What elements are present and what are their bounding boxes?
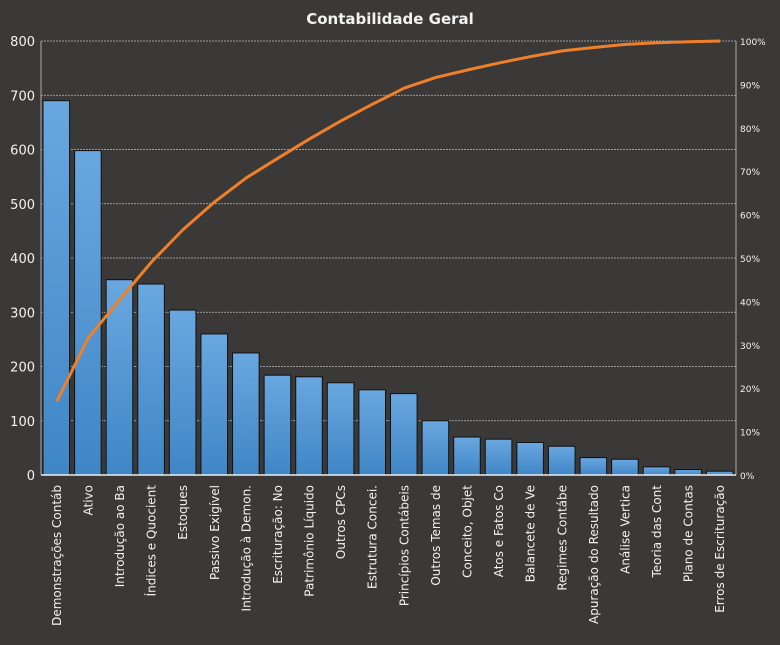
y2-tick-label: 0% (740, 472, 755, 482)
y2-tick-label: 40% (740, 298, 760, 308)
x-tick-label: Conceito, Objet (460, 485, 474, 578)
bar (547, 445, 576, 476)
y-tick-label: 400 (10, 252, 35, 267)
x-tick-label: Balancete de Ve (524, 485, 538, 582)
x-tick-label: Outros CPCs (334, 485, 348, 559)
y-tick-label: 800 (10, 35, 35, 50)
bar (200, 333, 229, 476)
bar (579, 457, 608, 476)
bar (295, 376, 323, 476)
x-tick-label: Introdução ao Ba (113, 485, 127, 587)
bar (42, 100, 71, 476)
bar (137, 283, 165, 476)
y2-tick-label: 90% (740, 81, 760, 91)
bar (674, 469, 702, 476)
y-tick-label: 300 (10, 306, 35, 321)
y2-tick-label: 60% (740, 212, 760, 222)
bar (105, 279, 134, 476)
x-tick-label: Estoques (176, 485, 190, 540)
bar (232, 352, 260, 476)
x-tick-label: Outros Temas de (429, 485, 443, 586)
y-tick-label: 500 (10, 198, 35, 213)
y-tick-label: 700 (10, 89, 35, 104)
bar (611, 458, 639, 476)
x-tick-label: Princípios Contábeis (397, 485, 411, 606)
chart-title: Contabilidade Geral (306, 10, 474, 28)
x-tick-label: Ativo (81, 485, 95, 515)
y2-tick-label: 70% (740, 168, 760, 178)
bar (358, 389, 386, 476)
y-tick-label: 0 (27, 469, 35, 484)
bar (168, 309, 197, 476)
bar (74, 150, 102, 476)
y-tick-label: 200 (10, 361, 35, 376)
x-tick-label: Atos e Fatos Co (492, 485, 506, 577)
x-tick-label: Apuração do Resultado (587, 485, 601, 624)
y2-tick-label: 20% (740, 385, 760, 395)
y2-tick-label: 50% (740, 255, 760, 265)
bar (453, 436, 481, 476)
x-tick-label: Demonstrações Contáb (50, 485, 64, 626)
x-tick-label: Introdução à Demon. (239, 485, 253, 611)
bar (484, 438, 513, 476)
bar (390, 393, 418, 476)
y2-tick-label: 10% (740, 429, 760, 439)
x-tick-label: Teoria das Cont (650, 485, 664, 579)
y-tick-label: 100 (10, 415, 35, 430)
x-tick-label: Estrutura Concei. (366, 485, 380, 589)
x-tick-label: Erros de Escrituração (713, 485, 727, 613)
y2-tick-label: 80% (740, 125, 760, 135)
x-tick-label: Índices e Quocient (144, 485, 159, 597)
bar (421, 420, 450, 476)
bar (326, 382, 355, 476)
x-tick-label: Análise Vertica (618, 485, 632, 574)
x-tick-label: Passivo Exigível (208, 485, 222, 580)
bar (642, 466, 671, 476)
x-tick-label: Patrimônio Líquido (303, 485, 317, 597)
bar (516, 441, 544, 476)
cumulative-line (55, 39, 721, 403)
x-tick-label: Escrituração: No (271, 485, 285, 584)
x-tick-label: Plano de Contas (682, 485, 696, 582)
y2-tick-label: 100% (740, 38, 766, 48)
bar (263, 374, 292, 476)
x-tick-label: Regimes Contábe (555, 485, 569, 591)
y-tick-label: 600 (10, 144, 35, 159)
y2-tick-label: 30% (740, 342, 760, 352)
